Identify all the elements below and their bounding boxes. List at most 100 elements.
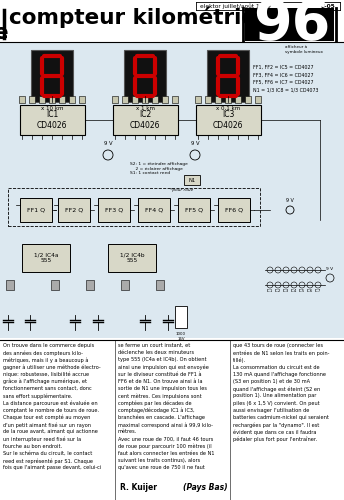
Text: quand l'affichage est éteint (S2 en: quand l'affichage est éteint (S2 en <box>233 386 320 392</box>
Text: elektor juillet/août 1979: elektor juillet/août 1979 <box>200 3 271 8</box>
Text: fonctionnement sans contact, donc: fonctionnement sans contact, donc <box>3 386 92 391</box>
Text: FF6 Q: FF6 Q <box>225 208 243 212</box>
Text: 1000
16V: 1000 16V <box>176 332 186 340</box>
Text: FF2 Q: FF2 Q <box>65 208 83 212</box>
Bar <box>195 96 201 103</box>
Bar <box>205 96 211 103</box>
Bar <box>0 42 344 338</box>
Text: tillé).: tillé). <box>233 358 246 363</box>
Bar <box>29 96 35 103</box>
Text: 130 mA quand l'affichage fonctionne: 130 mA quand l'affichage fonctionne <box>233 372 326 377</box>
Text: La distance parcourue est évaluée en: La distance parcourue est évaluée en <box>3 400 98 406</box>
Bar <box>86 280 94 290</box>
Bar <box>225 96 231 103</box>
Text: 9 V: 9 V <box>104 141 112 146</box>
Bar <box>152 96 158 103</box>
Text: type 555 (IC4a et IC4b). On obtient: type 555 (IC4a et IC4b). On obtient <box>118 358 206 362</box>
Text: compteur kilométrique: compteur kilométrique <box>9 6 287 28</box>
Text: aussi envisager l'utilisation de: aussi envisager l'utilisation de <box>233 408 309 413</box>
Bar <box>6 280 14 290</box>
Text: mètres.: mètres. <box>118 430 137 434</box>
Bar <box>132 96 138 103</box>
Text: se ferme un court instant, et: se ferme un court instant, et <box>118 343 190 348</box>
Bar <box>175 306 187 328</box>
Text: x 1 km: x 1 km <box>136 106 154 111</box>
Text: IC6: IC6 <box>307 289 313 293</box>
Bar <box>235 96 241 103</box>
Text: 96: 96 <box>253 0 330 52</box>
Text: N1: N1 <box>189 178 196 182</box>
Bar <box>138 198 170 222</box>
Bar <box>195 105 260 135</box>
Bar <box>31 50 73 102</box>
Text: que 43 tours de roue (connecter les: que 43 tours de roue (connecter les <box>233 343 323 348</box>
Text: des années des compteurs kilo-: des années des compteurs kilo- <box>3 350 83 356</box>
Text: Chaque tour est compté au moyen: Chaque tour est compté au moyen <box>3 415 90 420</box>
Text: FF4 Q: FF4 Q <box>145 208 163 212</box>
Text: comptées par les décades de: comptées par les décades de <box>118 400 192 406</box>
Bar <box>162 96 168 103</box>
Text: rechargées par la "dynamo". Il est: rechargées par la "dynamo". Il est <box>233 422 319 428</box>
Text: (Pays Bas): (Pays Bas) <box>183 483 228 492</box>
Bar <box>245 8 334 41</box>
Text: x 0,1 km: x 0,1 km <box>216 106 240 111</box>
Bar <box>124 50 166 102</box>
Text: gagner à utiliser une méthode électro-: gagner à utiliser une méthode électro- <box>3 364 101 370</box>
Text: IC5: IC5 <box>299 289 305 293</box>
Text: afficheur à
symbole lumineux: afficheur à symbole lumineux <box>285 45 323 54</box>
Text: FF1 Q: FF1 Q <box>27 208 45 212</box>
Bar <box>20 198 52 222</box>
Bar <box>215 96 221 103</box>
Text: 8-05: 8-05 <box>320 4 335 8</box>
Text: batteries cadmium-nickel qui seraient: batteries cadmium-nickel qui seraient <box>233 415 329 420</box>
Text: maximal correspond ainsi à 99,9 kilo-: maximal correspond ainsi à 99,9 kilo- <box>118 422 213 428</box>
Text: 1/2 IC4a
555: 1/2 IC4a 555 <box>34 252 58 264</box>
Text: IC2
CD4026: IC2 CD4026 <box>130 110 160 130</box>
Text: de roue pour parcourir 100 mètres (il: de roue pour parcourir 100 mètres (il <box>118 444 212 450</box>
Text: La consommation du circuit est de: La consommation du circuit est de <box>233 364 320 370</box>
Text: pédaler plus fort pour l'entraîner.: pédaler plus fort pour l'entraîner. <box>233 436 317 442</box>
Bar <box>156 280 164 290</box>
Text: Avec une roue de 700, il faut 46 tours: Avec une roue de 700, il faut 46 tours <box>118 436 213 442</box>
Text: IC3: IC3 <box>283 289 289 293</box>
Text: sans effort supplémentaire.: sans effort supplémentaire. <box>3 394 73 399</box>
Text: sortie de N1 une impulsion tous les: sortie de N1 une impulsion tous les <box>118 386 207 391</box>
Bar <box>59 96 65 103</box>
Text: qu'avec une roue de 750 il ne faut: qu'avec une roue de 750 il ne faut <box>118 466 205 470</box>
Bar <box>178 198 210 222</box>
Text: IC4: IC4 <box>291 289 297 293</box>
Text: faut alors connecter les entrées de N1: faut alors connecter les entrées de N1 <box>118 451 215 456</box>
Text: FF5 Q: FF5 Q <box>185 208 203 212</box>
Text: d'un petit aimant fixé sur un rayon: d'un petit aimant fixé sur un rayon <box>3 422 91 428</box>
Text: 1/2 IC4b
555: 1/2 IC4b 555 <box>120 252 144 264</box>
Bar <box>142 96 148 103</box>
Text: branchées en cascade. L'affichage: branchées en cascade. L'affichage <box>118 415 205 420</box>
Text: (S3 en position 1) et de 30 mA: (S3 en position 1) et de 30 mA <box>233 379 310 384</box>
Text: FF3 Q: FF3 Q <box>105 208 123 212</box>
Text: fois que l'aimant passe devant, celui-ci: fois que l'aimant passe devant, celui-ci <box>3 466 101 470</box>
Text: FF1, FF2 = IC5 = CD4027: FF1, FF2 = IC5 = CD4027 <box>253 65 313 70</box>
Bar <box>79 96 85 103</box>
Bar <box>49 96 55 103</box>
Bar <box>112 105 178 135</box>
Bar <box>39 96 45 103</box>
Text: de la roue avant, aimant qui actionne: de la roue avant, aimant qui actionne <box>3 430 98 434</box>
Text: comptage/décodage IC1 à IC3,: comptage/décodage IC1 à IC3, <box>118 408 195 414</box>
Bar <box>121 280 129 290</box>
Text: Sur le schéma du circuit, le contact: Sur le schéma du circuit, le contact <box>3 451 92 456</box>
Bar <box>172 96 178 103</box>
Text: FF3, FF4 = IC6 = CD4027: FF3, FF4 = IC6 = CD4027 <box>253 72 313 78</box>
Text: suivant les traits continus), alors: suivant les traits continus), alors <box>118 458 200 463</box>
Text: reed est représenté par S1. Chaque: reed est représenté par S1. Chaque <box>3 458 93 464</box>
Text: IC2: IC2 <box>275 289 281 293</box>
Text: cent mètres. Ces impulsions sont: cent mètres. Ces impulsions sont <box>118 394 202 399</box>
Text: IC7: IC7 <box>315 289 321 293</box>
Text: IC3
CD4026: IC3 CD4026 <box>213 110 243 130</box>
Bar <box>19 96 25 103</box>
Bar <box>218 198 250 222</box>
Text: nique: robustesse, lisibilité accrue: nique: robustesse, lisibilité accrue <box>3 372 89 378</box>
Text: On trouve dans le commerce depuis: On trouve dans le commerce depuis <box>3 343 94 348</box>
Bar <box>69 96 75 103</box>
Text: FF5, FF6 = IC7 = CD4027: FF5, FF6 = IC7 = CD4027 <box>253 80 313 85</box>
Bar <box>122 96 128 103</box>
